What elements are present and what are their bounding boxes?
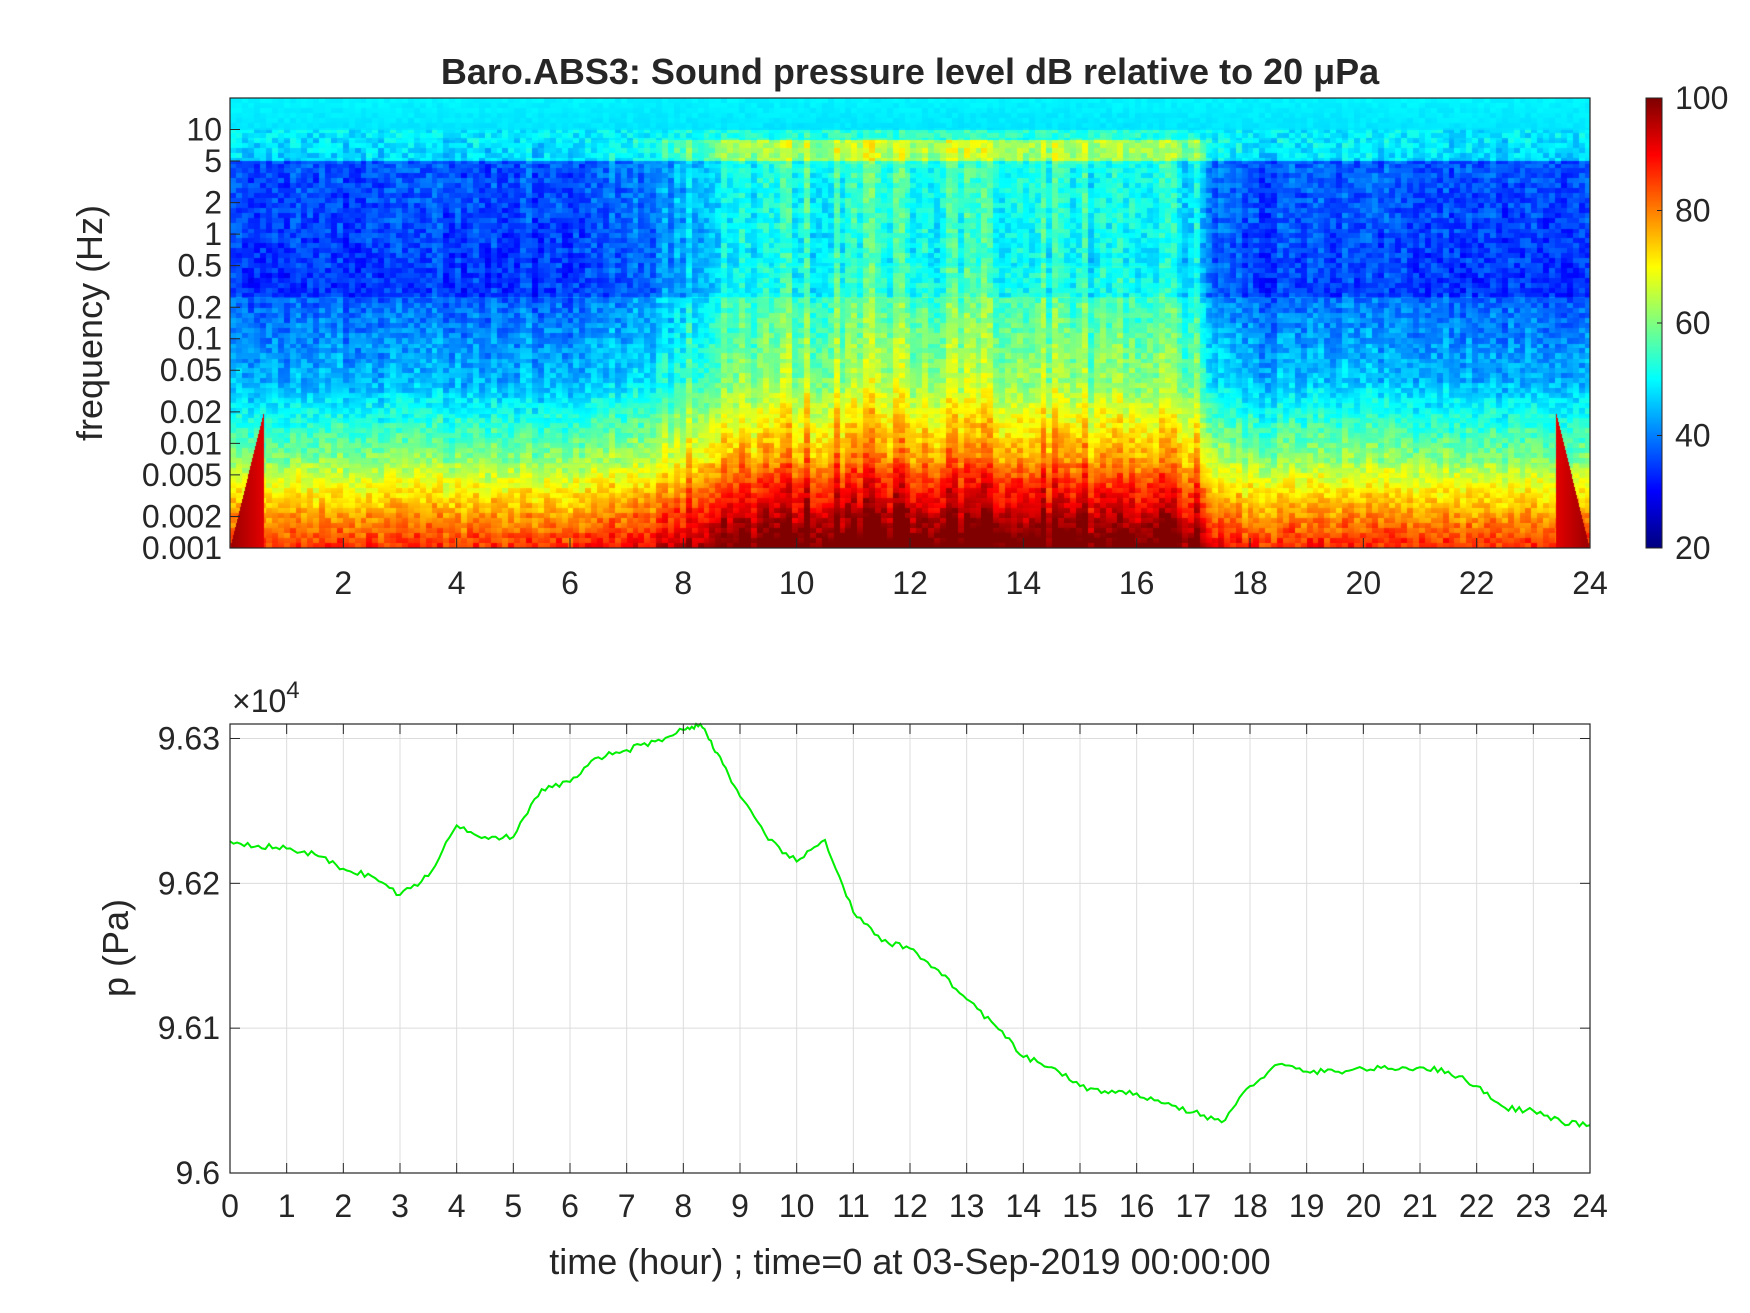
x-tick-label: 13 bbox=[949, 1188, 985, 1224]
y-tick-label: 10 bbox=[186, 111, 222, 147]
y-tick-label: 9.63 bbox=[158, 720, 220, 756]
x-tick-label: 7 bbox=[618, 1188, 636, 1224]
x-tick-label: 20 bbox=[1346, 1188, 1382, 1224]
y-tick-label: 0.01 bbox=[160, 425, 222, 461]
y-axis-label-frequency: frequency (Hz) bbox=[69, 205, 110, 441]
spectrogram-axes: Baro.ABS3: Sound pressure level dB relat… bbox=[69, 51, 1608, 601]
x-tick-label: 10 bbox=[779, 565, 815, 601]
x-tick-label: 5 bbox=[504, 1188, 522, 1224]
x-tick-label: 18 bbox=[1232, 1188, 1268, 1224]
pressure-axes: 0 1 2 3 4 5 6 7 8 9 10 11 12 13 14 15 16 17 18 19 20 21 22 23 24… bbox=[95, 677, 1608, 1282]
x-tick-label: 0 bbox=[221, 1188, 239, 1224]
pressure-y-ticks: 9.6 9.61 9.62 9.63 bbox=[158, 720, 1590, 1191]
colorbar-tick-label: 20 bbox=[1675, 530, 1711, 566]
colorbar-tick-label: 40 bbox=[1675, 418, 1711, 454]
y-tick-label: 5 bbox=[204, 143, 222, 179]
x-tick-label: 9 bbox=[731, 1188, 749, 1224]
y-tick-label: 0.5 bbox=[178, 248, 222, 284]
pressure-x-ticks: 0 1 2 3 4 5 6 7 8 9 10 11 12 13 14 15 16 17 18 19 20 21 22 23 24 bbox=[221, 724, 1608, 1224]
y-tick-label: 9.62 bbox=[158, 865, 220, 901]
x-tick-label: 1 bbox=[278, 1188, 296, 1224]
y-tick-label: 1 bbox=[204, 216, 222, 252]
x-tick-label: 10 bbox=[779, 1188, 815, 1224]
x-tick-label: 4 bbox=[448, 1188, 466, 1224]
colorbar-ticks: 20 40 60 80 100 bbox=[1657, 80, 1728, 566]
x-tick-label: 12 bbox=[892, 565, 928, 601]
y-tick-label: 0.1 bbox=[178, 321, 222, 357]
x-tick-label: 17 bbox=[1176, 1188, 1212, 1224]
colorbar-tick-label: 80 bbox=[1675, 193, 1711, 229]
x-tick-label: 12 bbox=[892, 1188, 928, 1224]
x-tick-label: 4 bbox=[448, 565, 466, 601]
y-axis-label-pressure: p (Pa) bbox=[95, 899, 136, 997]
y-tick-label: 2 bbox=[204, 185, 222, 221]
x-tick-label: 3 bbox=[391, 1188, 409, 1224]
y-tick-label: 0.2 bbox=[178, 289, 222, 325]
spectrogram-x-ticks: 2 4 6 8 10 12 14 16 18 20 22 24 bbox=[334, 538, 1608, 601]
y-multiplier: ×104 bbox=[232, 677, 300, 719]
x-tick-label: 24 bbox=[1572, 565, 1608, 601]
x-tick-label: 6 bbox=[561, 1188, 579, 1224]
x-tick-label: 8 bbox=[674, 565, 692, 601]
x-tick-label: 22 bbox=[1459, 565, 1495, 601]
y-tick-label: 0.001 bbox=[142, 530, 222, 566]
colorbar-tick-label: 100 bbox=[1675, 80, 1728, 116]
x-tick-label: 19 bbox=[1289, 1188, 1325, 1224]
x-tick-label: 18 bbox=[1232, 565, 1268, 601]
x-tick-label: 2 bbox=[334, 1188, 352, 1224]
x-tick-label: 20 bbox=[1346, 565, 1382, 601]
y-tick-label: 0.02 bbox=[160, 394, 222, 430]
spectrogram-image bbox=[230, 98, 1590, 548]
x-tick-label: 23 bbox=[1516, 1188, 1552, 1224]
x-tick-label: 6 bbox=[561, 565, 579, 601]
x-tick-label: 22 bbox=[1459, 1188, 1495, 1224]
y-tick-label: 0.002 bbox=[142, 499, 222, 535]
x-tick-label: 21 bbox=[1402, 1188, 1438, 1224]
x-tick-label: 11 bbox=[837, 1188, 870, 1224]
chart-title: Baro.ABS3: Sound pressure level dB relat… bbox=[441, 51, 1380, 92]
x-tick-label: 8 bbox=[674, 1188, 692, 1224]
y-tick-label: 0.05 bbox=[160, 352, 222, 388]
colorbar: 20 40 60 80 100 bbox=[1645, 80, 1728, 566]
x-tick-label: 2 bbox=[334, 565, 352, 601]
y-multiplier-base: ×10 bbox=[232, 683, 286, 719]
colorbar-tick-label: 60 bbox=[1675, 305, 1711, 341]
x-tick-label: 15 bbox=[1062, 1188, 1098, 1224]
x-tick-label: 16 bbox=[1119, 1188, 1155, 1224]
y-tick-label: 0.005 bbox=[142, 457, 222, 493]
x-tick-label: 14 bbox=[1006, 1188, 1042, 1224]
pressure-series-line bbox=[229, 722, 1591, 1129]
y-tick-label: 9.61 bbox=[158, 1010, 220, 1046]
spectrogram-frame bbox=[229, 97, 1591, 549]
x-tick-label: 24 bbox=[1572, 1188, 1608, 1224]
x-axis-label-time: time (hour) ; time=0 at 03-Sep-2019 00:0… bbox=[549, 1241, 1270, 1282]
y-multiplier-exponent: 4 bbox=[286, 677, 299, 704]
x-tick-label: 14 bbox=[1006, 565, 1042, 601]
y-tick-label: 9.6 bbox=[176, 1155, 220, 1191]
x-tick-label: 16 bbox=[1119, 565, 1155, 601]
